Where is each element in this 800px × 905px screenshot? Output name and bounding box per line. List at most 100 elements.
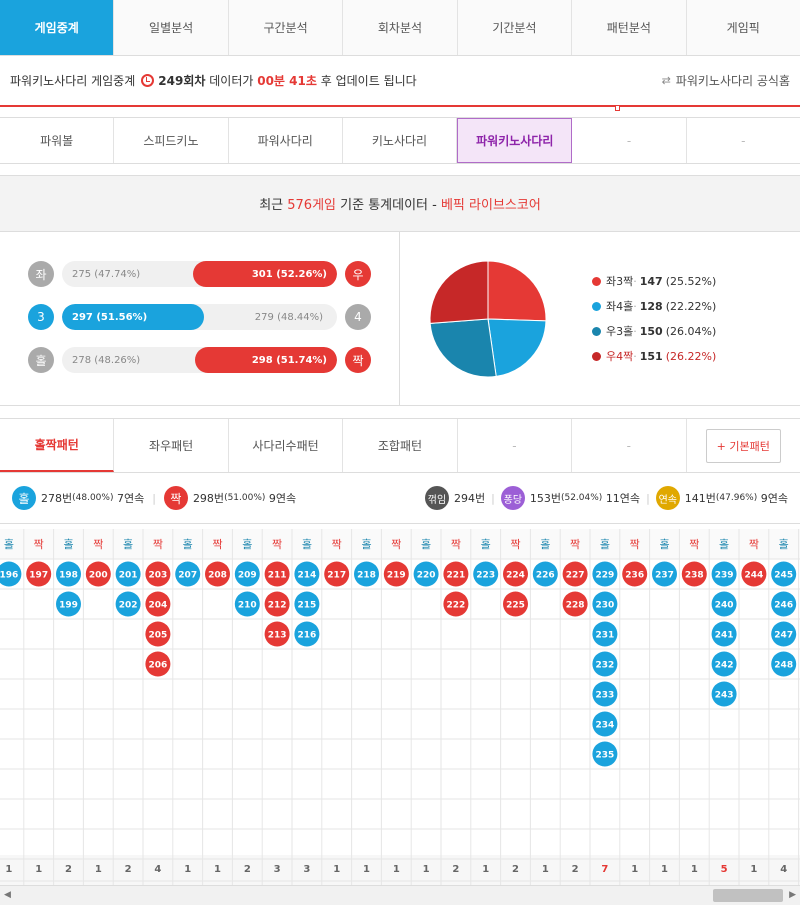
horizontal-scrollbar[interactable]: ◀ ▶ bbox=[0, 885, 800, 905]
result-ball bbox=[532, 561, 558, 587]
result-number: 245 bbox=[774, 571, 793, 581]
legend-count: 151 bbox=[639, 349, 663, 363]
tab-live[interactable]: 게임중계 bbox=[0, 0, 115, 55]
ratio-fill: 298 (51.74%) bbox=[194, 347, 337, 373]
official-site-label: 파워키노사다리 공식홈 bbox=[675, 74, 790, 88]
result-ball bbox=[711, 621, 737, 647]
result-ball bbox=[56, 561, 81, 587]
result-number: 226 bbox=[536, 571, 555, 581]
ratio-row: 3 279 (48.44%) 297 (51.56%) 4 bbox=[0, 303, 399, 331]
stats-head-prefix: 최근 bbox=[259, 198, 284, 213]
result-ball bbox=[383, 561, 409, 587]
result-number: 242 bbox=[715, 661, 734, 671]
ratio-fill: 297 (51.56%) bbox=[62, 304, 204, 330]
result-ball bbox=[175, 561, 201, 587]
result-number: 214 bbox=[298, 571, 317, 581]
pattern-tab-empty-2: - bbox=[572, 419, 687, 472]
column-count: 4 bbox=[780, 864, 787, 875]
game-tab-speedkeno[interactable]: 스피드키노 bbox=[114, 118, 229, 163]
result-number: 211 bbox=[268, 571, 287, 581]
result-ball bbox=[145, 561, 171, 587]
scroll-thumb[interactable] bbox=[713, 889, 783, 902]
tab-daily[interactable]: 일별분석 bbox=[114, 0, 229, 55]
pong-streak: 11연속 bbox=[605, 492, 641, 505]
tab-period[interactable]: 기간분석 bbox=[457, 0, 573, 55]
ratio-left-icon: 좌 bbox=[28, 261, 54, 287]
game-tab-powerladder[interactable]: 파워사다리 bbox=[229, 118, 343, 163]
cont-icon: 연속 bbox=[655, 486, 680, 510]
column-type-label: 홀 bbox=[600, 538, 610, 551]
clock-icon bbox=[141, 74, 155, 87]
ratio-track: 275 (47.74%) 301 (52.26%) bbox=[62, 261, 337, 287]
legend-sep: · bbox=[633, 299, 637, 313]
column-count: 5 bbox=[721, 864, 728, 875]
column-type-label: 짝 bbox=[93, 538, 103, 551]
link-icon: ⇄ bbox=[661, 74, 671, 87]
result-ball bbox=[681, 561, 707, 587]
result-number: 241 bbox=[715, 631, 734, 641]
legend-sep: · bbox=[633, 324, 637, 338]
summary-pong: 퐁당 153번 (52.04%) 11연속 bbox=[500, 486, 641, 510]
pattern-tab-ladder[interactable]: 사다리수패턴 bbox=[229, 419, 344, 472]
pattern-tab-combo[interactable]: 조합패턴 bbox=[343, 419, 458, 472]
result-ball bbox=[145, 591, 171, 617]
result-ball bbox=[145, 651, 171, 677]
summary-bounce: 꺾임 294번 bbox=[425, 486, 485, 510]
column-count: 1 bbox=[631, 864, 638, 875]
tab-pattern[interactable]: 패턴분석 bbox=[572, 0, 687, 55]
official-site-link[interactable]: ⇄ 파워키노사다리 공식홈 bbox=[662, 72, 790, 89]
column-type-label: 짝 bbox=[153, 538, 163, 551]
column-count: 1 bbox=[750, 864, 757, 875]
tab-pick[interactable]: 게임픽 bbox=[686, 0, 800, 55]
result-ball bbox=[711, 591, 737, 617]
tab-section[interactable]: 구간분석 bbox=[228, 0, 344, 55]
result-number: 209 bbox=[238, 571, 257, 581]
result-number: 217 bbox=[327, 571, 346, 581]
result-ball bbox=[294, 591, 320, 617]
column-count: 1 bbox=[5, 864, 12, 875]
pattern-tab-oddeven[interactable]: 홀짝패턴 bbox=[0, 419, 115, 472]
legend-pct: (26.22%) bbox=[665, 349, 717, 363]
odd-pct: (48.00%) bbox=[72, 493, 114, 503]
result-ball bbox=[741, 561, 767, 587]
scroll-left-icon[interactable]: ◀ bbox=[4, 890, 11, 900]
result-number: 200 bbox=[89, 571, 108, 581]
column-count: 2 bbox=[512, 864, 519, 875]
column-count: 1 bbox=[482, 864, 489, 875]
result-number: 210 bbox=[238, 601, 257, 611]
column-type-label: 짝 bbox=[451, 538, 461, 551]
result-number: 232 bbox=[596, 661, 615, 671]
result-ball bbox=[562, 591, 588, 617]
game-tab-powerkenoladder[interactable]: 파워키노사다리 bbox=[457, 118, 573, 163]
result-number: 218 bbox=[357, 571, 376, 581]
result-number: 243 bbox=[715, 691, 734, 701]
game-tab-kenoladder[interactable]: 키노사다리 bbox=[343, 118, 458, 163]
result-ball bbox=[771, 651, 797, 677]
tab-round[interactable]: 회차분석 bbox=[343, 0, 458, 55]
column-type-label: 홀 bbox=[779, 538, 789, 551]
result-number: 231 bbox=[596, 631, 615, 641]
legend-dot bbox=[592, 301, 601, 311]
result-number: 227 bbox=[566, 571, 585, 581]
even-icon: 짝 bbox=[163, 486, 188, 510]
legend-label: 우4짝 bbox=[606, 350, 634, 363]
result-number: 223 bbox=[476, 571, 495, 581]
basic-pattern-button[interactable]: + 기본패턴 bbox=[705, 428, 781, 463]
legend-dot bbox=[592, 351, 601, 361]
column-type-label: 짝 bbox=[34, 538, 44, 551]
game-tab-powerball[interactable]: 파워볼 bbox=[0, 118, 115, 163]
pattern-tab-leftright[interactable]: 좌우패턴 bbox=[114, 419, 229, 472]
result-ball bbox=[592, 681, 618, 707]
result-ball bbox=[264, 561, 290, 587]
result-number: 240 bbox=[715, 601, 734, 611]
column-count: 1 bbox=[333, 864, 340, 875]
column-count: 1 bbox=[35, 864, 42, 875]
result-number: 201 bbox=[119, 571, 138, 581]
notice-mid: 데이터가 bbox=[209, 74, 254, 88]
column-count: 1 bbox=[95, 864, 102, 875]
result-number: 247 bbox=[774, 631, 793, 641]
scroll-right-icon[interactable]: ▶ bbox=[789, 890, 796, 900]
legend-count: 128 bbox=[639, 299, 663, 313]
cont-streak: 9연속 bbox=[760, 492, 788, 505]
result-ball bbox=[711, 651, 737, 677]
